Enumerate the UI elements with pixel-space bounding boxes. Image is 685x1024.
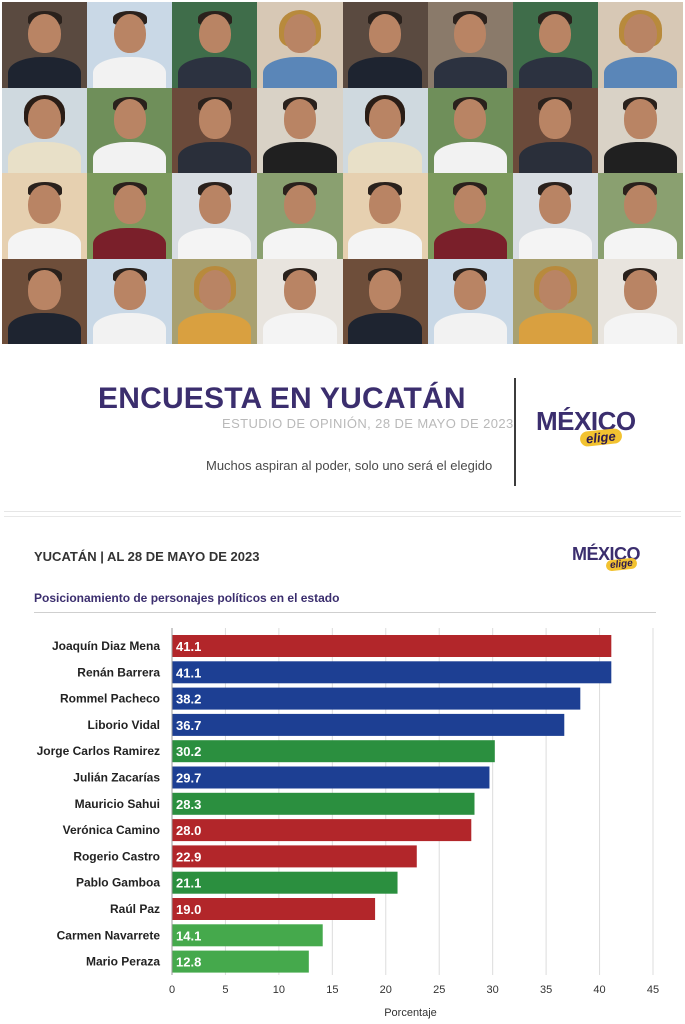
bar bbox=[172, 713, 565, 736]
category-label: Renán Barrera bbox=[77, 665, 160, 679]
candidate-photo bbox=[427, 258, 513, 344]
banner-tagline: Muchos aspiran al poder, solo uno será e… bbox=[206, 458, 493, 473]
candidate-photo bbox=[427, 173, 513, 259]
x-tick-label: 40 bbox=[593, 984, 605, 996]
candidate-photo-grid bbox=[2, 2, 683, 344]
bar bbox=[172, 819, 472, 842]
category-label: Pablo Gamboa bbox=[76, 876, 160, 890]
candidate-photo bbox=[427, 87, 513, 173]
x-tick-label: 10 bbox=[273, 984, 285, 996]
bar bbox=[172, 792, 475, 815]
candidate-photo bbox=[597, 2, 683, 88]
title-divider bbox=[34, 612, 656, 613]
candidate-photo bbox=[172, 2, 258, 88]
category-label: Carmen Navarrete bbox=[57, 928, 161, 942]
candidate-photo bbox=[172, 87, 258, 173]
category-label: Joaquín Diaz Mena bbox=[52, 639, 160, 653]
mexico-elige-logo-small: MÉXICO elige bbox=[572, 544, 641, 572]
bar bbox=[172, 924, 323, 947]
candidate-photo bbox=[427, 2, 513, 88]
x-tick-label: 5 bbox=[222, 984, 228, 996]
banner-divider bbox=[514, 378, 516, 486]
bar-value-label: 14.1 bbox=[176, 928, 201, 943]
bar-value-label: 21.1 bbox=[176, 876, 201, 891]
category-label: Liborio Vidal bbox=[88, 718, 160, 732]
x-tick-label: 25 bbox=[433, 984, 445, 996]
banner-title: ENCUESTA EN YUCATÁN bbox=[98, 382, 466, 415]
x-tick-label: 45 bbox=[647, 984, 659, 996]
bar bbox=[172, 766, 490, 789]
category-label: Jorge Carlos Ramirez bbox=[37, 744, 160, 758]
candidate-photo bbox=[597, 173, 683, 259]
category-label: Raúl Paz bbox=[110, 902, 160, 916]
survey-banner: ENCUESTA EN YUCATÁN ESTUDIO DE OPINIÓN, … bbox=[4, 346, 681, 512]
chart-title: Posicionamiento de personajes políticos … bbox=[34, 591, 340, 605]
candidate-photo bbox=[342, 258, 428, 344]
bar-value-label: 29.7 bbox=[176, 771, 201, 786]
bar-value-label: 19.0 bbox=[176, 902, 201, 917]
bar-value-label: 36.7 bbox=[176, 718, 201, 733]
candidate-photo bbox=[2, 87, 88, 173]
candidate-photo bbox=[512, 258, 598, 344]
candidate-photo bbox=[87, 2, 173, 88]
candidate-photo bbox=[257, 87, 343, 173]
bar bbox=[172, 950, 309, 973]
bar-value-label: 38.2 bbox=[176, 692, 201, 707]
candidate-photo bbox=[512, 173, 598, 259]
candidate-photo bbox=[257, 258, 343, 344]
category-label: Rommel Pacheco bbox=[60, 692, 160, 706]
candidate-photo bbox=[597, 87, 683, 173]
category-label: Mario Peraza bbox=[86, 955, 160, 969]
bar-value-label: 30.2 bbox=[176, 744, 201, 759]
bar bbox=[172, 845, 417, 868]
x-tick-label: 0 bbox=[169, 984, 175, 996]
bar bbox=[172, 871, 398, 894]
candidate-photo bbox=[2, 2, 88, 88]
category-label: Mauricio Sahui bbox=[75, 797, 160, 811]
bar bbox=[172, 687, 581, 710]
candidate-photo bbox=[87, 87, 173, 173]
candidate-photo bbox=[172, 258, 258, 344]
candidate-photo bbox=[257, 2, 343, 88]
chart-header: YUCATÁN | AL 28 DE MAYO DE 2023 bbox=[34, 549, 260, 564]
candidate-photo bbox=[342, 2, 428, 88]
bar-value-label: 28.0 bbox=[176, 823, 201, 838]
x-tick-label: 15 bbox=[326, 984, 338, 996]
candidate-photo bbox=[87, 173, 173, 259]
bar-value-label: 12.8 bbox=[176, 955, 201, 970]
x-tick-label: 20 bbox=[380, 984, 392, 996]
bar bbox=[172, 740, 495, 763]
mexico-elige-logo: MÉXICO elige bbox=[536, 406, 636, 448]
candidate-photo bbox=[342, 173, 428, 259]
candidate-photo bbox=[597, 258, 683, 344]
x-axis-label: Porcentaje bbox=[384, 1007, 437, 1019]
bar-value-label: 22.9 bbox=[176, 849, 201, 864]
candidate-photo bbox=[2, 258, 88, 344]
x-tick-label: 35 bbox=[540, 984, 552, 996]
candidate-photo bbox=[257, 173, 343, 259]
candidate-photo bbox=[172, 173, 258, 259]
candidate-photo bbox=[87, 258, 173, 344]
candidate-photo bbox=[342, 87, 428, 173]
category-label: Verónica Camino bbox=[63, 823, 160, 837]
candidate-photo bbox=[512, 87, 598, 173]
bar-value-label: 41.1 bbox=[176, 639, 201, 654]
category-label: Julián Zacarías bbox=[73, 771, 160, 785]
x-tick-label: 30 bbox=[487, 984, 499, 996]
candidate-photo bbox=[512, 2, 598, 88]
bar bbox=[172, 661, 612, 684]
candidate-photo bbox=[2, 173, 88, 259]
bar-value-label: 28.3 bbox=[176, 797, 201, 812]
bar-value-label: 41.1 bbox=[176, 665, 201, 680]
bar bbox=[172, 635, 612, 657]
bar bbox=[172, 898, 376, 920]
banner-subtitle: ESTUDIO DE OPINIÓN, 28 DE MAYO DE 2023 bbox=[222, 416, 514, 431]
category-label: Rogerio Castro bbox=[73, 849, 160, 863]
